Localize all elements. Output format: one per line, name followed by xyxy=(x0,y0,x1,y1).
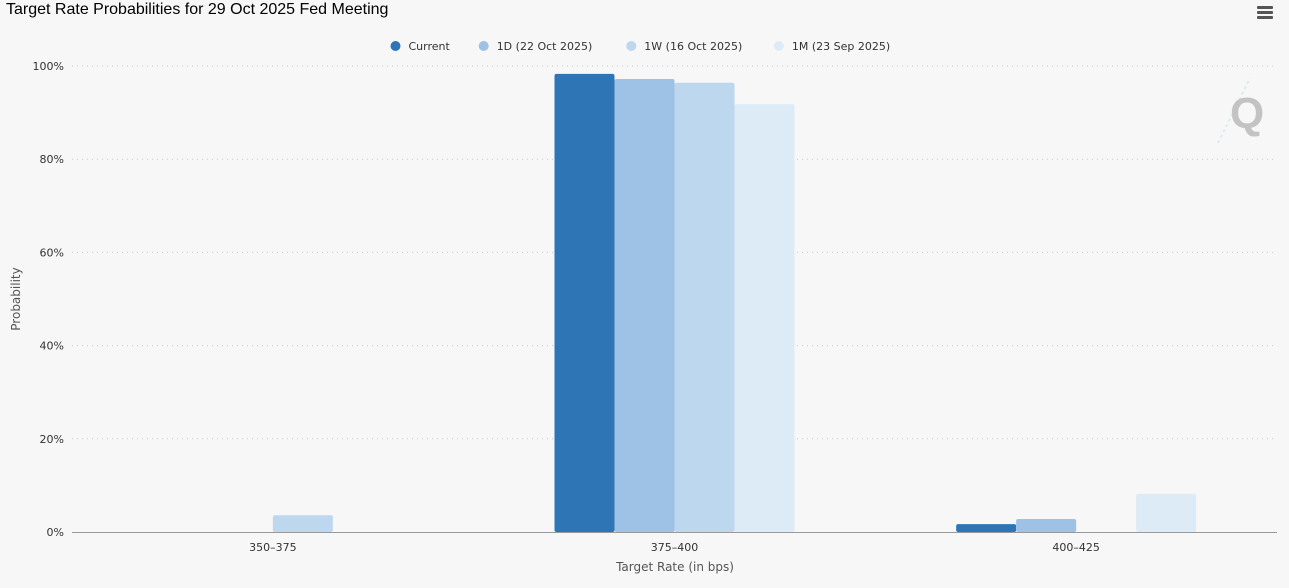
bar-series xyxy=(272,73,1197,532)
hamburger-menu-icon[interactable] xyxy=(1255,6,1275,22)
bar[interactable] xyxy=(614,79,675,532)
bar[interactable] xyxy=(272,515,333,532)
legend-marker[interactable] xyxy=(626,41,637,51)
bar[interactable] xyxy=(1136,493,1197,532)
y-tick-label: 0% xyxy=(47,526,64,539)
y-axis-ticks: 0% 20% 40% 60% 80% 100% xyxy=(33,60,64,539)
y-tick-label: 100% xyxy=(33,60,64,73)
bar[interactable] xyxy=(554,73,615,532)
chart-title: Target Rate Probabilities for 29 Oct 202… xyxy=(6,1,389,18)
grid-lines xyxy=(72,65,1277,440)
bar[interactable] xyxy=(1016,518,1077,532)
legend-label[interactable]: 1W (16 Oct 2025) xyxy=(644,40,742,53)
legend-marker[interactable] xyxy=(390,41,401,51)
x-tick-label: 400–425 xyxy=(1052,541,1100,554)
y-tick-label: 80% xyxy=(40,153,64,166)
y-tick-label: 40% xyxy=(40,340,64,353)
x-tick-label: 375–400 xyxy=(651,541,699,554)
y-tick-label: 20% xyxy=(40,433,64,446)
y-axis-label: Probability xyxy=(9,267,23,330)
legend-label[interactable]: 1D (22 Oct 2025) xyxy=(497,40,593,53)
x-tick-label: 350–375 xyxy=(249,541,297,554)
legend-marker[interactable] xyxy=(773,41,784,51)
x-axis: 350–375 375–400 400–425 xyxy=(72,532,1277,554)
x-axis-label: Target Rate (in bps) xyxy=(615,560,734,574)
legend-label[interactable]: 1M (23 Sep 2025) xyxy=(792,40,890,53)
bar[interactable] xyxy=(734,104,795,532)
q-logo-icon: Q xyxy=(1217,77,1264,144)
legend-marker[interactable] xyxy=(478,41,489,51)
svg-text:Q: Q xyxy=(1230,89,1264,138)
y-tick-label: 60% xyxy=(40,246,64,259)
bar[interactable] xyxy=(956,524,1017,532)
legend-label[interactable]: Current xyxy=(409,40,451,53)
legend: Current 1D (22 Oct 2025) 1W (16 Oct 2025) 1… xyxy=(390,40,890,53)
bar[interactable] xyxy=(674,82,735,532)
